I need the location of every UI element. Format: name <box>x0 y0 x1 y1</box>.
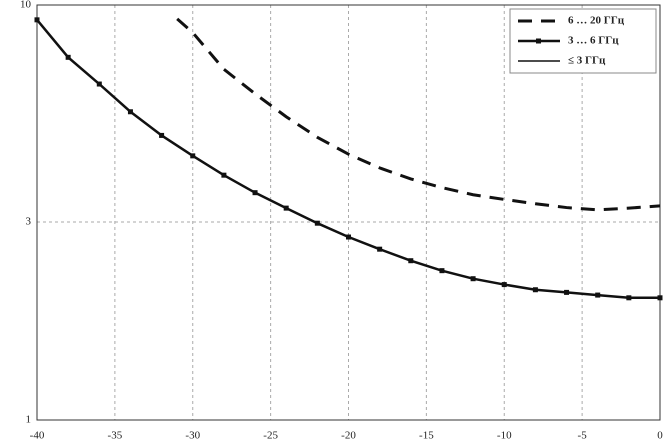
point-marker <box>377 246 383 252</box>
x-tick-label: -30 <box>185 430 200 442</box>
y-tick-label: 10 <box>20 0 32 11</box>
legend-label: 3 … 6 ГГц <box>568 35 619 47</box>
y-tick-label: 3 <box>26 216 32 228</box>
point-marker <box>252 190 258 196</box>
point-marker <box>626 295 632 301</box>
legend-marker <box>536 38 541 44</box>
point-marker <box>159 132 165 138</box>
legend-label: 6 … 20 ГГц <box>568 15 625 27</box>
point-marker <box>283 205 289 211</box>
legend-label: ≤ 3 ГГц <box>568 55 606 67</box>
point-marker <box>657 295 663 301</box>
point-marker <box>532 287 538 293</box>
x-tick-label: -10 <box>497 430 512 442</box>
point-marker <box>439 268 445 274</box>
x-tick-label: -20 <box>341 430 356 442</box>
point-marker <box>314 220 320 226</box>
x-tick-label: -5 <box>578 430 588 442</box>
y-tick-label: 1 <box>26 414 32 426</box>
point-marker <box>595 292 601 298</box>
x-tick-label: -15 <box>419 430 434 442</box>
point-marker <box>346 234 351 240</box>
point-marker <box>408 258 414 264</box>
point-marker <box>470 276 476 282</box>
x-tick-label: 0 <box>657 430 663 442</box>
point-marker <box>564 289 570 295</box>
point-marker <box>127 109 133 115</box>
plot-frame <box>36 4 661 421</box>
point-marker <box>501 282 507 288</box>
point-marker <box>96 81 102 87</box>
point-marker <box>190 153 196 159</box>
series-line <box>176 17 661 212</box>
point-marker <box>221 172 227 178</box>
x-tick-label: -25 <box>263 430 278 442</box>
x-tick-label: -40 <box>30 430 45 442</box>
point-marker <box>34 17 40 23</box>
x-tick-label: -35 <box>108 430 123 442</box>
point-marker <box>65 54 71 60</box>
